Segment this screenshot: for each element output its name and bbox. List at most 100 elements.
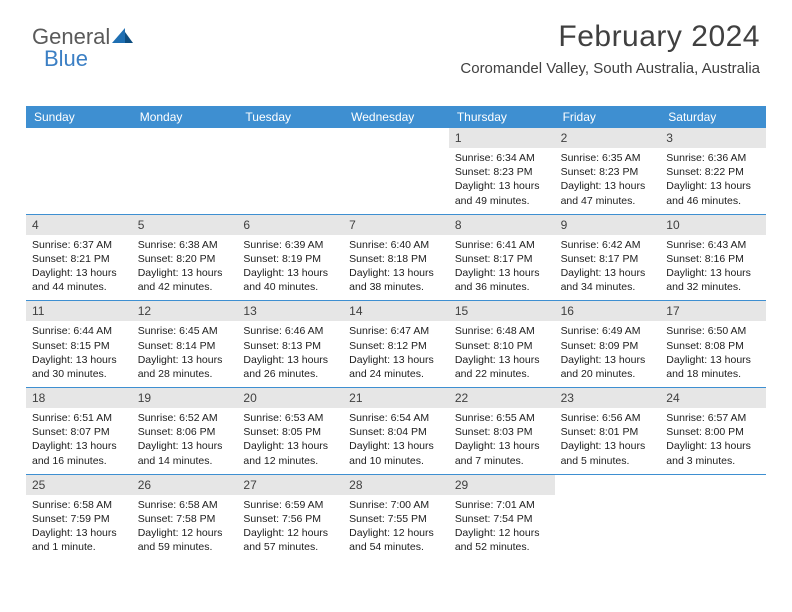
daylight-line: Daylight: 13 hours and 47 minutes.: [561, 179, 655, 207]
calendar-day: 26Sunrise: 6:58 AMSunset: 7:58 PMDayligh…: [132, 475, 238, 561]
day-details: Sunrise: 6:55 AMSunset: 8:03 PMDaylight:…: [449, 408, 555, 474]
sunrise-line: Sunrise: 6:59 AM: [243, 498, 337, 512]
sunset-line: Sunset: 8:17 PM: [455, 252, 549, 266]
day-details: Sunrise: 6:37 AMSunset: 8:21 PMDaylight:…: [26, 235, 132, 301]
day-number: 23: [555, 388, 661, 408]
calendar-day: 22Sunrise: 6:55 AMSunset: 8:03 PMDayligh…: [449, 388, 555, 474]
day-number: 28: [343, 475, 449, 495]
calendar-day: 2Sunrise: 6:35 AMSunset: 8:23 PMDaylight…: [555, 128, 661, 214]
sunrise-line: Sunrise: 6:55 AM: [455, 411, 549, 425]
day-number: 27: [237, 475, 343, 495]
sunset-line: Sunset: 8:16 PM: [666, 252, 760, 266]
day-number: 21: [343, 388, 449, 408]
weekday-header: Monday: [132, 106, 238, 128]
sunrise-line: Sunrise: 6:50 AM: [666, 324, 760, 338]
weekday-header: Friday: [555, 106, 661, 128]
sunset-line: Sunset: 8:21 PM: [32, 252, 126, 266]
daylight-line: Daylight: 13 hours and 28 minutes.: [138, 353, 232, 381]
calendar-grid: SundayMondayTuesdayWednesdayThursdayFrid…: [26, 106, 766, 560]
day-number: 20: [237, 388, 343, 408]
daylight-line: Daylight: 13 hours and 10 minutes.: [349, 439, 443, 467]
sunset-line: Sunset: 7:58 PM: [138, 512, 232, 526]
daylight-line: Daylight: 12 hours and 57 minutes.: [243, 526, 337, 554]
calendar-day-empty: [555, 475, 661, 561]
day-details: Sunrise: 6:56 AMSunset: 8:01 PMDaylight:…: [555, 408, 661, 474]
sunrise-line: Sunrise: 6:38 AM: [138, 238, 232, 252]
day-number: 1: [449, 128, 555, 148]
sunset-line: Sunset: 8:01 PM: [561, 425, 655, 439]
sunset-line: Sunset: 7:56 PM: [243, 512, 337, 526]
weekday-header: Thursday: [449, 106, 555, 128]
brand-triangle-icon: [110, 24, 134, 50]
sunrise-line: Sunrise: 6:56 AM: [561, 411, 655, 425]
day-number: 19: [132, 388, 238, 408]
day-number: 14: [343, 301, 449, 321]
day-number: 16: [555, 301, 661, 321]
day-number: 7: [343, 215, 449, 235]
sunset-line: Sunset: 8:04 PM: [349, 425, 443, 439]
day-number: 10: [660, 215, 766, 235]
calendar-day: 10Sunrise: 6:43 AMSunset: 8:16 PMDayligh…: [660, 215, 766, 301]
sunset-line: Sunset: 8:03 PM: [455, 425, 549, 439]
day-number: 24: [660, 388, 766, 408]
calendar-weeks: 1Sunrise: 6:34 AMSunset: 8:23 PMDaylight…: [26, 128, 766, 560]
day-number: 11: [26, 301, 132, 321]
day-details: Sunrise: 6:54 AMSunset: 8:04 PMDaylight:…: [343, 408, 449, 474]
day-details: Sunrise: 6:43 AMSunset: 8:16 PMDaylight:…: [660, 235, 766, 301]
daylight-line: Daylight: 13 hours and 22 minutes.: [455, 353, 549, 381]
day-details: Sunrise: 6:49 AMSunset: 8:09 PMDaylight:…: [555, 321, 661, 387]
daylight-line: Daylight: 13 hours and 24 minutes.: [349, 353, 443, 381]
day-details: Sunrise: 6:36 AMSunset: 8:22 PMDaylight:…: [660, 148, 766, 214]
calendar-day: 6Sunrise: 6:39 AMSunset: 8:19 PMDaylight…: [237, 215, 343, 301]
day-number: 13: [237, 301, 343, 321]
day-number: 3: [660, 128, 766, 148]
calendar-day: 7Sunrise: 6:40 AMSunset: 8:18 PMDaylight…: [343, 215, 449, 301]
weekday-header: Wednesday: [343, 106, 449, 128]
sunrise-line: Sunrise: 6:37 AM: [32, 238, 126, 252]
sunset-line: Sunset: 7:54 PM: [455, 512, 549, 526]
daylight-line: Daylight: 13 hours and 42 minutes.: [138, 266, 232, 294]
page-header: February 2024 Coromandel Valley, South A…: [460, 20, 760, 77]
daylight-line: Daylight: 13 hours and 14 minutes.: [138, 439, 232, 467]
sunset-line: Sunset: 7:55 PM: [349, 512, 443, 526]
daylight-line: Daylight: 13 hours and 49 minutes.: [455, 179, 549, 207]
sunset-line: Sunset: 8:13 PM: [243, 339, 337, 353]
calendar-day: 4Sunrise: 6:37 AMSunset: 8:21 PMDaylight…: [26, 215, 132, 301]
daylight-line: Daylight: 13 hours and 34 minutes.: [561, 266, 655, 294]
day-details: Sunrise: 6:38 AMSunset: 8:20 PMDaylight:…: [132, 235, 238, 301]
calendar-day: 11Sunrise: 6:44 AMSunset: 8:15 PMDayligh…: [26, 301, 132, 387]
daylight-line: Daylight: 13 hours and 5 minutes.: [561, 439, 655, 467]
day-details: Sunrise: 6:48 AMSunset: 8:10 PMDaylight:…: [449, 321, 555, 387]
sunrise-line: Sunrise: 6:40 AM: [349, 238, 443, 252]
daylight-line: Daylight: 13 hours and 40 minutes.: [243, 266, 337, 294]
sunset-line: Sunset: 8:09 PM: [561, 339, 655, 353]
calendar-day: 3Sunrise: 6:36 AMSunset: 8:22 PMDaylight…: [660, 128, 766, 214]
day-number: 22: [449, 388, 555, 408]
sunset-line: Sunset: 8:07 PM: [32, 425, 126, 439]
sunrise-line: Sunrise: 7:01 AM: [455, 498, 549, 512]
calendar-day: 21Sunrise: 6:54 AMSunset: 8:04 PMDayligh…: [343, 388, 449, 474]
sunrise-line: Sunrise: 6:53 AM: [243, 411, 337, 425]
day-number: 15: [449, 301, 555, 321]
sunrise-line: Sunrise: 6:36 AM: [666, 151, 760, 165]
calendar-day: 29Sunrise: 7:01 AMSunset: 7:54 PMDayligh…: [449, 475, 555, 561]
day-details: Sunrise: 7:01 AMSunset: 7:54 PMDaylight:…: [449, 495, 555, 561]
sunrise-line: Sunrise: 6:51 AM: [32, 411, 126, 425]
day-number: 5: [132, 215, 238, 235]
sunset-line: Sunset: 8:08 PM: [666, 339, 760, 353]
calendar-day: 16Sunrise: 6:49 AMSunset: 8:09 PMDayligh…: [555, 301, 661, 387]
sunset-line: Sunset: 8:10 PM: [455, 339, 549, 353]
calendar-day: 13Sunrise: 6:46 AMSunset: 8:13 PMDayligh…: [237, 301, 343, 387]
sunset-line: Sunset: 8:23 PM: [455, 165, 549, 179]
daylight-line: Daylight: 13 hours and 36 minutes.: [455, 266, 549, 294]
sunrise-line: Sunrise: 6:34 AM: [455, 151, 549, 165]
day-number: 18: [26, 388, 132, 408]
calendar-day: 27 Sunrise: 6:59 AMSunset: 7:56 PMDayligh…: [237, 475, 343, 561]
calendar-day: 19Sunrise: 6:52 AMSunset: 8:06 PMDayligh…: [132, 388, 238, 474]
calendar-day: 8Sunrise: 6:41 AMSunset: 8:17 PMDaylight…: [449, 215, 555, 301]
daylight-line: Daylight: 13 hours and 3 minutes.: [666, 439, 760, 467]
calendar-day: 25Sunrise: 6:58 AMSunset: 7:59 PMDayligh…: [26, 475, 132, 561]
daylight-line: Daylight: 13 hours and 26 minutes.: [243, 353, 337, 381]
day-details: Sunrise: 6:41 AMSunset: 8:17 PMDaylight:…: [449, 235, 555, 301]
calendar-day-empty: [132, 128, 238, 214]
